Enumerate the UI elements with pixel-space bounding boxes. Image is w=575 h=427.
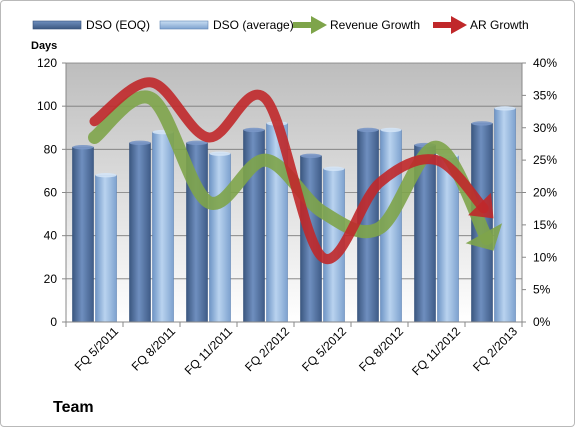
x-tick-label: FQ 2/2012 [242, 324, 292, 374]
x-tick-label: FQ 5/2012 [299, 324, 349, 374]
legend-arrowhead-revenue-growth [311, 16, 327, 34]
x-tick-label: FQ 8/2011 [129, 324, 179, 374]
x-tick-label: FQ 2/2013 [470, 324, 520, 374]
chart-footer-label: Team [53, 399, 94, 416]
bar-dso-eoq [129, 142, 151, 323]
arrowhead-revenue-growth [465, 223, 503, 251]
bar-top-cap [323, 166, 345, 171]
bar-dso-average [152, 131, 174, 323]
bar-top-cap [300, 153, 322, 159]
y-left-tick-label: 0 [50, 315, 57, 329]
y-right-tick-label: 25% [533, 153, 557, 167]
y-right-tick-label: 40% [533, 56, 557, 70]
x-tick-label: FQ 11/2012 [409, 324, 463, 378]
bar-top-cap [471, 121, 493, 126]
y-right-tick-label: 0% [533, 315, 551, 329]
x-tick-label: FQ 8/2012 [356, 324, 406, 374]
y-right-tick-label: 30% [533, 121, 557, 135]
y-right-tick-label: 20% [533, 186, 557, 200]
y-left-tick-label: 80 [44, 142, 58, 156]
line-ar-growth [89, 77, 489, 264]
y-left-tick-label: 60 [44, 186, 58, 200]
y-right-tick-label: 35% [533, 88, 557, 102]
legend-label-revenue-growth: Revenue Growth [330, 18, 420, 32]
bar-dso-eoq [72, 146, 94, 323]
legend-swatch-dso-eoq [32, 20, 82, 30]
bar-top-cap [129, 140, 151, 146]
legend-label-ar-growth: AR Growth [470, 18, 529, 32]
legend-arrowhead-ar-growth [451, 16, 467, 34]
x-tick-label: FQ 11/2011 [182, 324, 236, 378]
bar-dso-average [209, 153, 231, 323]
arrowhead-ar-growth [468, 192, 494, 219]
bar-top-cap [243, 127, 265, 133]
bar-top-cap [380, 127, 402, 133]
bar-top-cap [186, 140, 208, 146]
y-left-tick-label: 100 [37, 99, 57, 113]
bar-top-cap [357, 127, 379, 133]
y-left-axis-title: Days [31, 40, 58, 52]
bar-dso-average [494, 108, 516, 323]
y-right-tick-label: 10% [533, 250, 557, 264]
y-right-tick-label: 5% [533, 283, 551, 297]
y-left-tick-label: 120 [37, 56, 57, 70]
legend-label-dso-average: DSO (average) [213, 18, 294, 32]
bar-top-cap [494, 106, 516, 111]
legend-label-dso-eoq: DSO (EOQ) [86, 18, 150, 32]
bar-dso-average [95, 174, 117, 323]
y-right-tick-label: 15% [533, 218, 557, 232]
bar-top-cap [72, 144, 94, 150]
y-left-tick-label: 40 [44, 229, 58, 243]
bar-top-cap [209, 151, 231, 156]
bar-top-cap [95, 173, 117, 178]
x-tick-label: FQ 5/2011 [72, 324, 122, 374]
legend-swatch-dso-average [159, 20, 209, 30]
y-left-tick-label: 20 [44, 272, 58, 286]
